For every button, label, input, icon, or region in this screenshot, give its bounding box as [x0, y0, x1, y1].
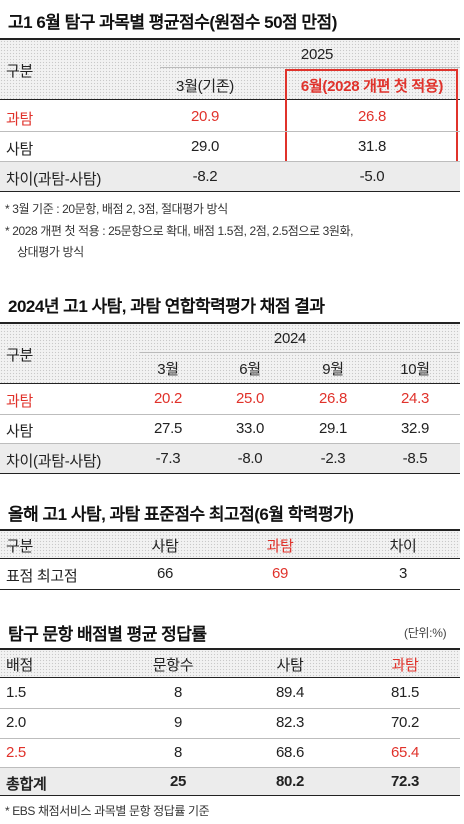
section2-cell: 27.5 [154, 420, 182, 437]
row-divider [0, 708, 460, 709]
section2-row-header: 구분 [6, 347, 34, 364]
section2-cell: 25.0 [236, 390, 264, 407]
section3-header: 구분 [6, 538, 34, 555]
row-divider [0, 131, 460, 132]
section3-cell: 66 [156, 565, 174, 582]
section4-total-cell: 80.2 [276, 773, 304, 790]
section3-top-rule [0, 529, 460, 531]
section2-col: 6월 [239, 361, 261, 378]
section2-title: 2024년 고1 사탐, 과탐 연합학력평가 채점 결과 [8, 297, 325, 316]
section4-bottom-rule [0, 795, 460, 796]
section4-row-label: 1.5 [6, 684, 26, 701]
section2-cell: 33.0 [236, 420, 264, 437]
section1-cell: -8.2 [192, 168, 218, 185]
section4-header: 사탐 [276, 657, 304, 674]
section2-cell: -2.3 [320, 450, 346, 467]
section1-bottom-rule [0, 191, 460, 192]
section2-row-label: 차이(과탐-사탐) [6, 453, 102, 470]
row-divider [0, 738, 460, 739]
section4-cell: 82.3 [276, 714, 304, 731]
section3-header: 과탐 [266, 538, 294, 555]
section4-cell: 68.6 [276, 744, 304, 761]
section2-cell: -8.5 [402, 450, 428, 467]
section1-col-march: 3월(기존) [176, 78, 234, 95]
row-divider [0, 767, 460, 768]
section1-col-june: 6월(2028 개편 첫 적용) [300, 78, 444, 95]
section4-cell: 70.2 [391, 714, 419, 731]
section2-cell: 20.2 [154, 390, 182, 407]
section4-total-cell: 25 [169, 773, 187, 790]
section1-cell: 31.8 [358, 138, 386, 155]
section2-diff-row-bg [0, 443, 460, 473]
section4-footnote: * EBS 채점서비스 과목별 문항 정답률 기준 [5, 804, 210, 818]
section2-row-label: 과탐 [6, 393, 34, 410]
section1-cell: 20.9 [191, 108, 219, 125]
section2-header-bg [0, 324, 460, 383]
section1-note: * 3월 기준 : 20문항, 배점 2, 3점, 절대평가 방식 [5, 202, 228, 216]
section3-row-label: 표점 최고점 [6, 568, 78, 585]
section1-note: 상대평가 방식 [17, 245, 84, 259]
section4-cell: 81.5 [391, 684, 419, 701]
section2-cell: -8.0 [237, 450, 263, 467]
section1-cell: 26.8 [358, 108, 386, 125]
section2-bottom-rule [0, 473, 460, 474]
section3-header: 사탐 [151, 538, 179, 555]
row-divider [0, 443, 460, 444]
section2-cell: 29.1 [319, 420, 347, 437]
section3-cell: 3 [398, 565, 408, 582]
section4-cell: 8 [173, 684, 183, 701]
section4-header-bg [0, 650, 460, 677]
section4-cell: 9 [173, 714, 183, 731]
section4-unit: (단위:%) [404, 626, 447, 640]
section1-row-header: 구분 [6, 63, 34, 80]
section1-header-bg [0, 40, 460, 99]
section2-cell: -7.3 [155, 450, 181, 467]
section3-cell: 69 [271, 565, 289, 582]
section4-cell: 8 [173, 744, 183, 761]
section3-header-bg [0, 531, 460, 558]
section2-row-label: 사탐 [6, 423, 34, 440]
section1-note: * 2028 개편 첫 적용 : 25문항으로 확대, 배점 1.5점, 2점,… [5, 224, 354, 238]
section2-col: 10월 [400, 361, 430, 378]
section1-row-label: 차이(과탐-사탐) [6, 171, 102, 188]
section3-bottom-rule [0, 589, 460, 590]
section4-top-rule [0, 648, 460, 650]
section1-top-rule [0, 38, 460, 40]
section4-total-row-bg [0, 767, 460, 795]
section3-title: 올해 고1 사탐, 과탐 표준점수 최고점(6월 학력평가) [8, 505, 354, 524]
section4-row-label: 2.0 [6, 714, 26, 731]
row-divider [0, 161, 460, 162]
section2-cell: 32.9 [401, 420, 429, 437]
section1-header-bottom-rule [0, 99, 460, 100]
section4-header: 배점 [6, 657, 34, 674]
section1-diff-row-bg [0, 161, 460, 191]
section2-cell: 26.8 [319, 390, 347, 407]
section2-header-bottom-rule [0, 383, 460, 384]
section2-col: 3월 [157, 361, 179, 378]
section4-header-bottom-rule [0, 677, 460, 678]
section1-year: 2025 [300, 46, 334, 63]
section1-year-divider [160, 67, 460, 68]
section1-cell: -5.0 [359, 168, 385, 185]
section4-title: 탐구 문항 배점별 평균 정답률 [8, 625, 207, 644]
section4-header: 과탐 [391, 657, 419, 674]
section3-header: 차이 [389, 538, 417, 555]
section4-cell: 89.4 [276, 684, 304, 701]
section1-row-label: 과탐 [6, 111, 34, 128]
section2-top-rule [0, 322, 460, 324]
row-divider [0, 414, 460, 415]
section4-header: 문항수 [152, 657, 194, 674]
section4-row-label: 2.5 [6, 744, 26, 761]
section2-cell: 24.3 [401, 390, 429, 407]
section2-year: 2024 [273, 330, 307, 347]
section4-cell: 65.4 [391, 744, 419, 761]
section4-total-label: 총합계 [6, 776, 47, 793]
section3-header-bottom-rule [0, 558, 460, 559]
section4-total-cell: 72.3 [391, 773, 419, 790]
section1-row-label: 사탐 [6, 141, 34, 158]
section1-cell: 29.0 [191, 138, 219, 155]
section2-col: 9월 [322, 361, 344, 378]
section2-year-divider [140, 352, 460, 353]
section1-title: 고1 6월 탐구 과목별 평균점수(원점수 50점 만점) [8, 13, 337, 32]
